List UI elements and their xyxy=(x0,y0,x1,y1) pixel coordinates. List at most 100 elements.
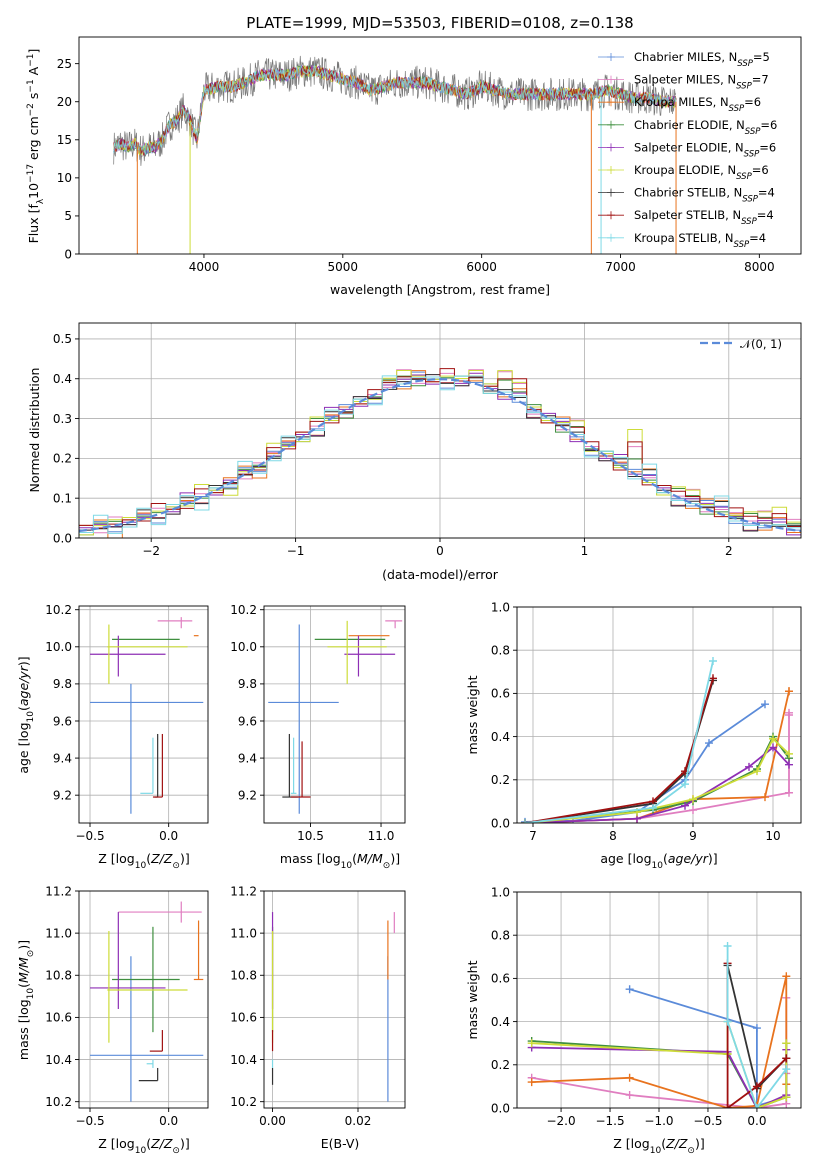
label-part: log xyxy=(322,851,341,866)
weight-marker xyxy=(769,734,777,743)
legend-text: =5 xyxy=(753,50,770,64)
weight-line xyxy=(726,946,788,1108)
label-part: Z [ xyxy=(98,851,115,866)
gridlines xyxy=(264,606,405,823)
gridlines xyxy=(264,890,405,1108)
y-tick-label: 5 xyxy=(64,209,72,223)
plot-area xyxy=(527,942,791,1108)
legend-label: Chabrier MILES, NSSP=5 xyxy=(634,50,770,69)
legend-text: Kroupa ELODIE, N xyxy=(634,163,736,177)
axes-frame xyxy=(78,605,209,824)
label-part: A xyxy=(26,66,41,79)
label-part: 10 xyxy=(135,1146,147,1156)
y-tick-label: 9.2 xyxy=(238,788,257,802)
y-tick-label: 9.4 xyxy=(53,751,72,765)
y-axis-label: age [log10(age/yr)] xyxy=(16,656,36,773)
plot-area xyxy=(521,657,793,823)
y-tick-label: 0.6 xyxy=(491,972,510,986)
legend-sub: SSP xyxy=(745,127,761,137)
y-tick-label: 10.2 xyxy=(230,1095,257,1109)
label-part: age [ xyxy=(600,851,632,866)
y-axis-label: Flux [fλ10−17 erg cm−2 s−1 A−1] xyxy=(26,49,46,244)
legend-text: Salpeter MILES, N xyxy=(634,73,736,87)
x-tick-label: −0.5 xyxy=(693,1114,722,1128)
y-tick-label: 0.5 xyxy=(53,332,72,346)
legend-sub: SSP xyxy=(736,172,752,182)
weight-line xyxy=(531,976,788,1108)
legend-gaussian-label: 𝒩(0, 1) xyxy=(740,337,782,351)
legend-marker xyxy=(607,120,615,129)
legend-label: Salpeter STELIB, NSSP=4 xyxy=(634,208,774,227)
label-part: )] xyxy=(695,1136,705,1151)
x-tick-label: 2 xyxy=(725,544,733,558)
label-part: λ xyxy=(36,198,46,204)
label-part: erg cm xyxy=(26,116,41,164)
legend-text: Chabrier STELIB, N xyxy=(634,186,742,200)
y-tick-label: 9.2 xyxy=(53,788,72,802)
label-part: ⊙ xyxy=(172,861,180,871)
y-tick-label: 10.0 xyxy=(230,640,257,654)
label-part: ( xyxy=(146,1136,151,1151)
weight-marker xyxy=(625,1073,634,1082)
weight-marker xyxy=(681,780,689,789)
label-part: −2 xyxy=(26,103,36,116)
y-tick-label: 10.8 xyxy=(45,969,72,983)
weight-line xyxy=(524,737,790,823)
label-part: Z/Z xyxy=(150,851,173,866)
weight-marker xyxy=(782,1054,791,1063)
label-part: M/M xyxy=(357,851,383,866)
y-tick-label: 10.2 xyxy=(230,603,257,617)
x-tick-label: 1 xyxy=(581,544,589,558)
weight-marker xyxy=(785,749,793,758)
y-tick-label: 11.0 xyxy=(230,926,257,940)
legend-label: Chabrier ELODIE, NSSP=6 xyxy=(634,118,777,137)
label-part: 10 xyxy=(341,861,353,871)
y-tick-label: 0.4 xyxy=(53,372,72,386)
gridlines xyxy=(517,606,801,824)
weight-marker xyxy=(723,1017,732,1026)
label-part: )] xyxy=(180,851,190,866)
weight-line xyxy=(524,660,714,823)
label-part: −1 xyxy=(26,54,36,67)
y-axis-label: mass weight xyxy=(465,960,480,1039)
x-tick-label: −1.0 xyxy=(644,1114,673,1128)
legend-sub: SSP xyxy=(737,59,753,69)
x-axis-label: E(B-V) xyxy=(321,1136,360,1151)
legend-text: =4 xyxy=(749,231,766,245)
label-part: log xyxy=(16,722,31,741)
legend-text: =6 xyxy=(760,118,777,132)
label-part: )] xyxy=(16,656,31,666)
legend-text: Salpeter ELODIE, N xyxy=(634,140,744,154)
weight-marker xyxy=(625,1091,634,1100)
x-tick-label: 0.0 xyxy=(159,1114,178,1128)
weight-marker xyxy=(709,657,717,665)
y-tick-label: 11.2 xyxy=(45,884,72,898)
y-tick-label: 11.2 xyxy=(230,884,257,898)
legend-text: Salpeter STELIB, N xyxy=(634,208,741,222)
legend-marker xyxy=(607,166,615,174)
y-tick-label: 1.0 xyxy=(491,885,510,899)
legend-marker xyxy=(607,143,615,152)
y-tick-label: 0.6 xyxy=(491,687,510,701)
weight-marker xyxy=(769,743,777,752)
x-tick-label: 5000 xyxy=(328,260,359,274)
x-axis-label: Z [log10(Z/Z⊙)] xyxy=(98,1136,189,1156)
x-tick-label: 0.0 xyxy=(747,1114,766,1128)
weight-marker xyxy=(709,674,717,683)
y-tick-label: 9.4 xyxy=(238,751,257,765)
label-part: log xyxy=(116,851,135,866)
plot-area xyxy=(79,368,801,538)
legend-label: Kroupa STELIB, NSSP=4 xyxy=(634,231,766,250)
x-tick-label: 0.00 xyxy=(259,1114,286,1128)
legend-marker xyxy=(607,75,615,84)
x-tick-label: 7 xyxy=(529,829,537,843)
y-tick-label: 0.0 xyxy=(53,531,72,545)
legend-marker xyxy=(607,233,615,242)
label-part: s xyxy=(26,93,41,104)
x-tick-label: −0.5 xyxy=(75,829,104,843)
weight-line xyxy=(524,746,790,823)
weight-marker xyxy=(761,793,769,802)
y-tick-label: 10.6 xyxy=(230,1011,257,1025)
legend-marker xyxy=(607,53,615,61)
weight-marker xyxy=(681,801,689,810)
